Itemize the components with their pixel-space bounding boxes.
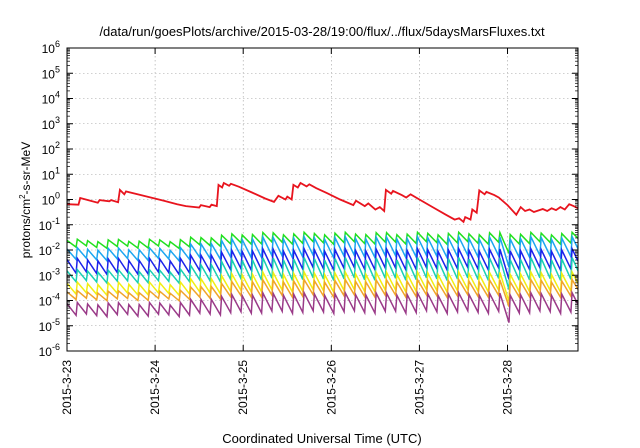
y-tick-label: 10-1 xyxy=(39,216,60,233)
y-tick-label: 10-5 xyxy=(39,317,60,334)
y-tick-label: 100 xyxy=(42,191,60,208)
y-tick-label: 102 xyxy=(42,140,60,157)
y-tick-label: 10-4 xyxy=(39,292,60,309)
y-tick-label-base: 10 xyxy=(39,269,53,283)
y-tick-label-base: 10 xyxy=(42,143,56,157)
x-tick-label: 2015-3-23 xyxy=(60,360,74,415)
x-axis-label: Coordinated Universal Time (UTC) xyxy=(222,431,421,446)
y-tick-label-exponent: 2 xyxy=(55,140,60,150)
y-tick-label-base: 10 xyxy=(42,194,56,208)
y-tick-label: 105 xyxy=(42,64,60,81)
series-line-2 xyxy=(67,229,578,254)
y-tick-label-base: 10 xyxy=(42,93,56,107)
y-tick-label-base: 10 xyxy=(39,345,53,359)
axes: 10-610-510-410-310-210-11001011021031041… xyxy=(39,39,578,415)
y-tick-label-base: 10 xyxy=(42,67,56,81)
y-axis-label: protons/cm2-s-sr-MeV xyxy=(18,142,33,258)
y-axis-label-suffix: -s-sr-MeV xyxy=(19,142,33,195)
y-tick-label-base: 10 xyxy=(42,42,56,56)
series-line-6 xyxy=(67,269,578,302)
chart-title: /data/run/goesPlots/archive/2015-03-28/1… xyxy=(99,24,545,39)
y-tick-label: 101 xyxy=(42,165,60,182)
x-tick-label: 2015-3-24 xyxy=(148,360,162,415)
series-line-4 xyxy=(67,245,578,280)
y-tick-label-exponent: -4 xyxy=(52,292,60,302)
series-line-8 xyxy=(67,289,578,323)
y-axis-label-prefix: protons/cm xyxy=(19,199,33,258)
y-tick-label: 106 xyxy=(42,39,60,56)
y-tick-label-exponent: -2 xyxy=(52,241,60,251)
series-line-1 xyxy=(67,181,578,224)
y-tick-label: 10-2 xyxy=(39,241,60,258)
x-tick-label: 2015-3-28 xyxy=(501,360,515,415)
y-tick-label-exponent: -3 xyxy=(52,266,60,276)
y-tick-label-base: 10 xyxy=(39,219,53,233)
y-tick-label-exponent: -5 xyxy=(52,317,60,327)
y-tick-label: 10-3 xyxy=(39,266,60,283)
y-tick-label: 103 xyxy=(42,115,60,132)
y-tick-label-exponent: -1 xyxy=(52,216,60,226)
y-tick-label-base: 10 xyxy=(42,118,56,132)
y-tick-label: 104 xyxy=(42,90,60,107)
y-tick-label-exponent: 5 xyxy=(55,64,60,74)
y-tick-label-exponent: 6 xyxy=(55,39,60,49)
y-tick-label: 10-6 xyxy=(39,342,60,359)
y-tick-label-exponent: 1 xyxy=(55,165,60,175)
y-axis-label-superscript: 2 xyxy=(18,194,27,199)
y-tick-label-base: 10 xyxy=(42,168,56,182)
series-line-5 xyxy=(67,256,578,290)
x-tick-label: 2015-3-27 xyxy=(412,360,426,415)
y-tick-label-base: 10 xyxy=(39,295,53,309)
y-tick-label-exponent: -6 xyxy=(52,342,60,352)
y-tick-label-exponent: 4 xyxy=(55,90,60,100)
x-tick-label: 2015-3-26 xyxy=(324,360,338,415)
series-line-3 xyxy=(67,233,578,268)
series-group xyxy=(67,181,578,323)
series-line-7 xyxy=(67,277,578,307)
y-tick-label-base: 10 xyxy=(39,244,53,258)
y-tick-label-base: 10 xyxy=(39,320,53,334)
y-tick-label-exponent: 0 xyxy=(55,191,60,201)
x-tick-label: 2015-3-25 xyxy=(236,360,250,415)
y-tick-label-exponent: 3 xyxy=(55,115,60,125)
